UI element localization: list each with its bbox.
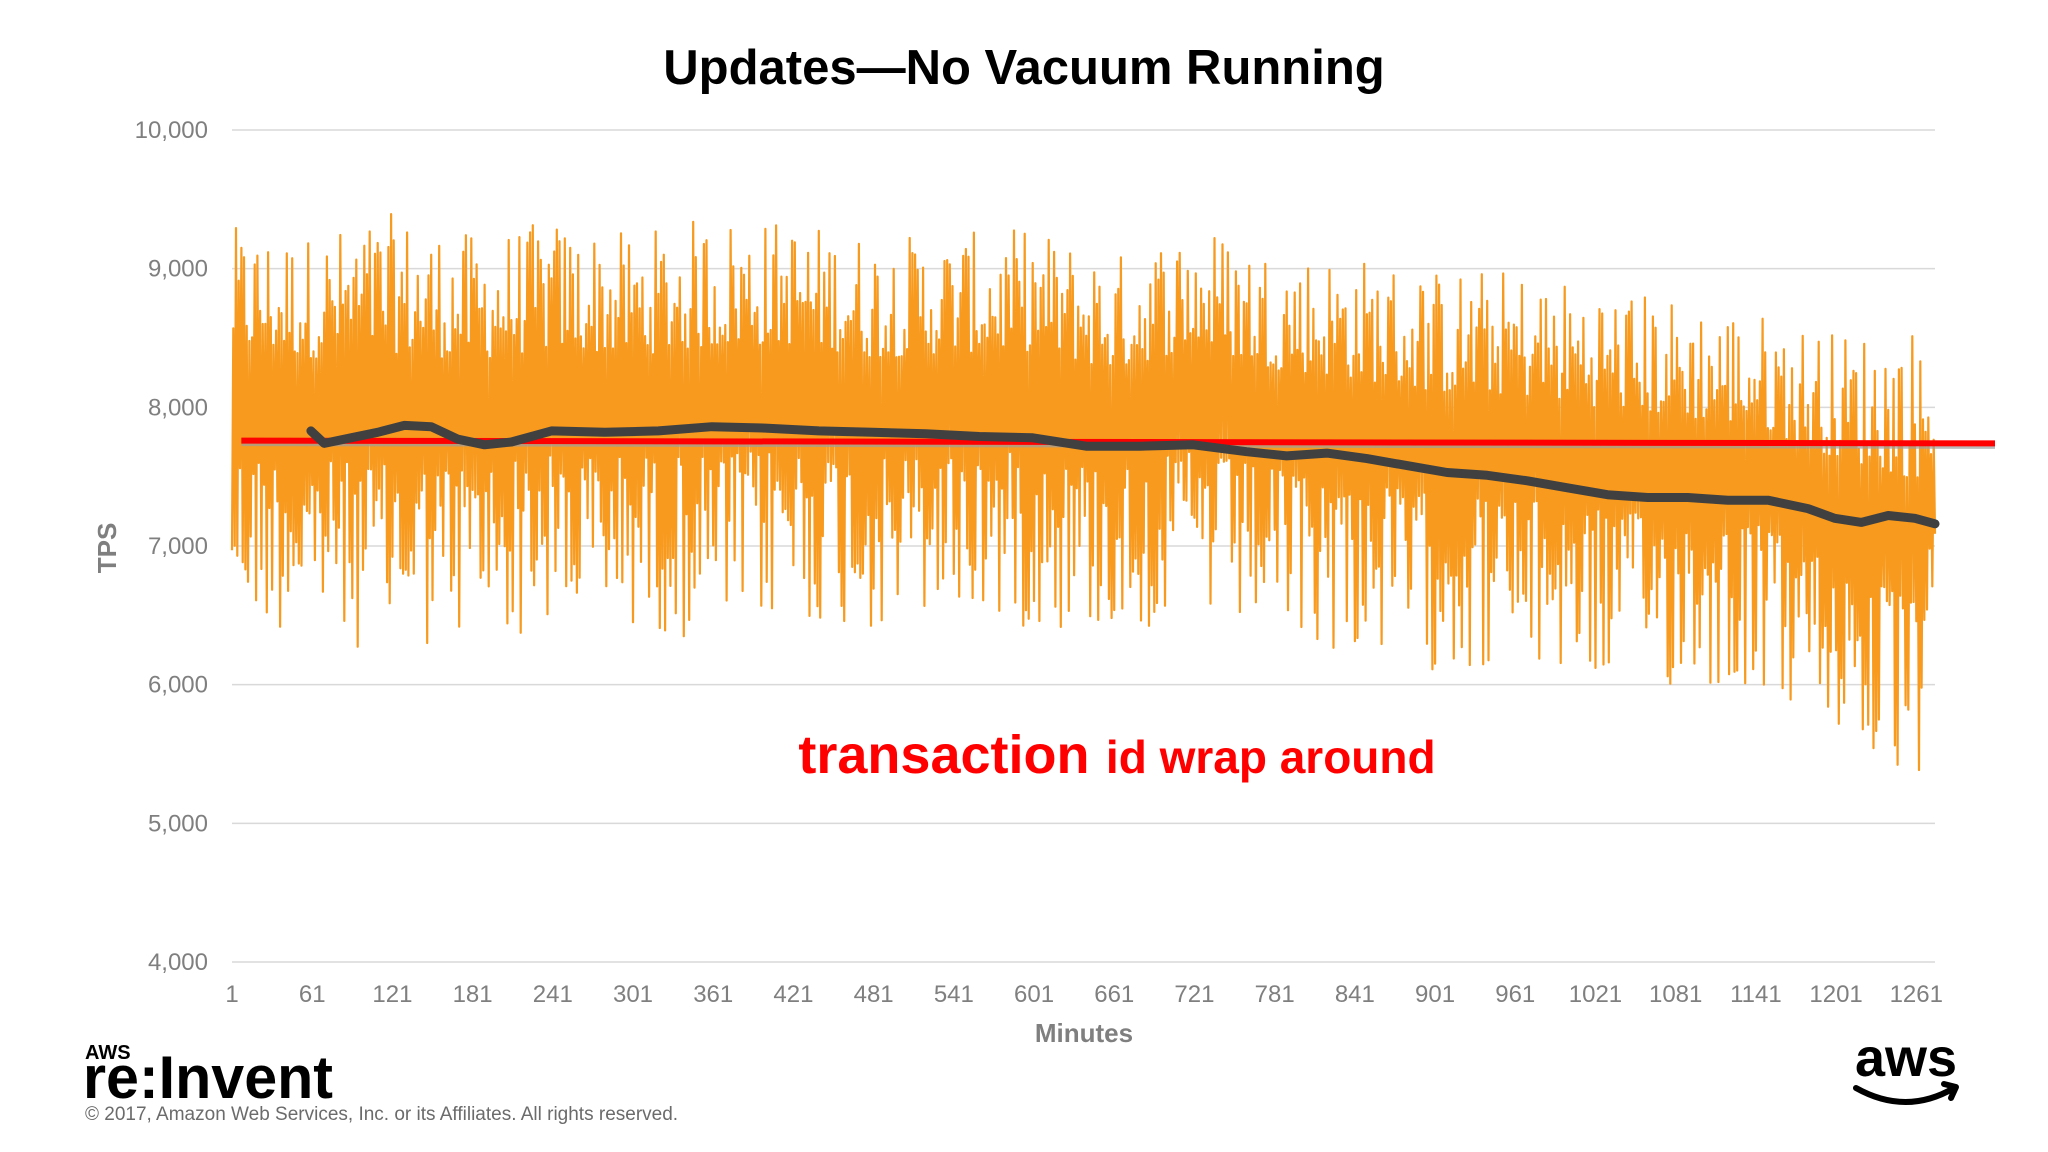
reinvent-logo-invent: Invent xyxy=(159,1044,333,1100)
x-tick-label: 421 xyxy=(773,981,813,1008)
copyright-notice: © 2017, Amazon Web Services, Inc. or its… xyxy=(85,1104,679,1125)
reinvent-logo-aws: AWS xyxy=(85,1042,131,1064)
chart-title: Updates—No Vacuum Running xyxy=(663,41,1384,95)
x-tick-label: 721 xyxy=(1174,981,1214,1008)
x-tick-label: 121 xyxy=(372,981,412,1008)
y-axis-ticks: 4,000 5,000 6,000 7,000 8,000 9,000 10,000 xyxy=(135,117,208,976)
x-tick-label: 1081 xyxy=(1649,981,1702,1008)
x-tick-label: 1201 xyxy=(1809,981,1862,1008)
reinvent-logo-text: re:Invent xyxy=(85,1044,333,1100)
x-tick-label: 961 xyxy=(1495,981,1535,1008)
x-tick-label: 241 xyxy=(533,981,573,1008)
x-tick-label: 181 xyxy=(453,981,493,1008)
aws-logo: aws xyxy=(1853,1032,1959,1105)
aws-arrow-icon xyxy=(1941,1081,1959,1101)
tps-series xyxy=(230,213,1937,772)
x-tick-label: 601 xyxy=(1014,981,1054,1008)
y-tick-label: 9,000 xyxy=(148,256,208,283)
y-tick-label: 5,000 xyxy=(148,810,208,837)
x-tick-label: 781 xyxy=(1255,981,1295,1008)
x-tick-label: 1261 xyxy=(1890,981,1943,1008)
y-tick-label: 6,000 xyxy=(148,672,208,699)
annotation: transaction id wrap around xyxy=(798,725,1435,785)
annotation-part-b: id wrap around xyxy=(1106,731,1436,783)
y-tick-label: 4,000 xyxy=(148,949,208,976)
x-axis-ticks: 1 61 121 181 241 301 361 421 481 541 601 661 721 781 8… xyxy=(225,981,1943,1008)
x-tick-label: 301 xyxy=(613,981,653,1008)
x-tick-label: 841 xyxy=(1335,981,1375,1008)
reinvent-logo: AWS re:Invent xyxy=(85,1042,333,1100)
aws-smile-icon xyxy=(1853,1085,1957,1105)
moving-average-line xyxy=(306,420,1940,529)
x-tick-label: 1141 xyxy=(1730,981,1782,1008)
y-tick-label: 10,000 xyxy=(135,117,208,144)
y-tick-label: 7,000 xyxy=(148,533,208,560)
x-axis-label: Minutes xyxy=(1035,1018,1133,1048)
x-tick-label: 61 xyxy=(299,981,326,1008)
x-tick-label: 901 xyxy=(1415,981,1455,1008)
aws-logo-text: aws xyxy=(1855,1032,1957,1088)
tps-line xyxy=(230,213,1937,772)
reinvent-logo-re: re: xyxy=(85,1044,159,1100)
x-tick-label: 481 xyxy=(854,981,894,1008)
x-tick-label: 1 xyxy=(225,981,238,1008)
x-tick-label: 361 xyxy=(693,981,733,1008)
x-tick-label: 1021 xyxy=(1569,981,1622,1008)
annotation-part-a: transaction xyxy=(798,725,1089,785)
x-tick-label: 661 xyxy=(1094,981,1134,1008)
moving-average-series xyxy=(306,420,1940,529)
y-tick-label: 8,000 xyxy=(148,394,208,421)
y-axis-label: TPS xyxy=(92,523,122,574)
x-tick-label: 541 xyxy=(934,981,974,1008)
